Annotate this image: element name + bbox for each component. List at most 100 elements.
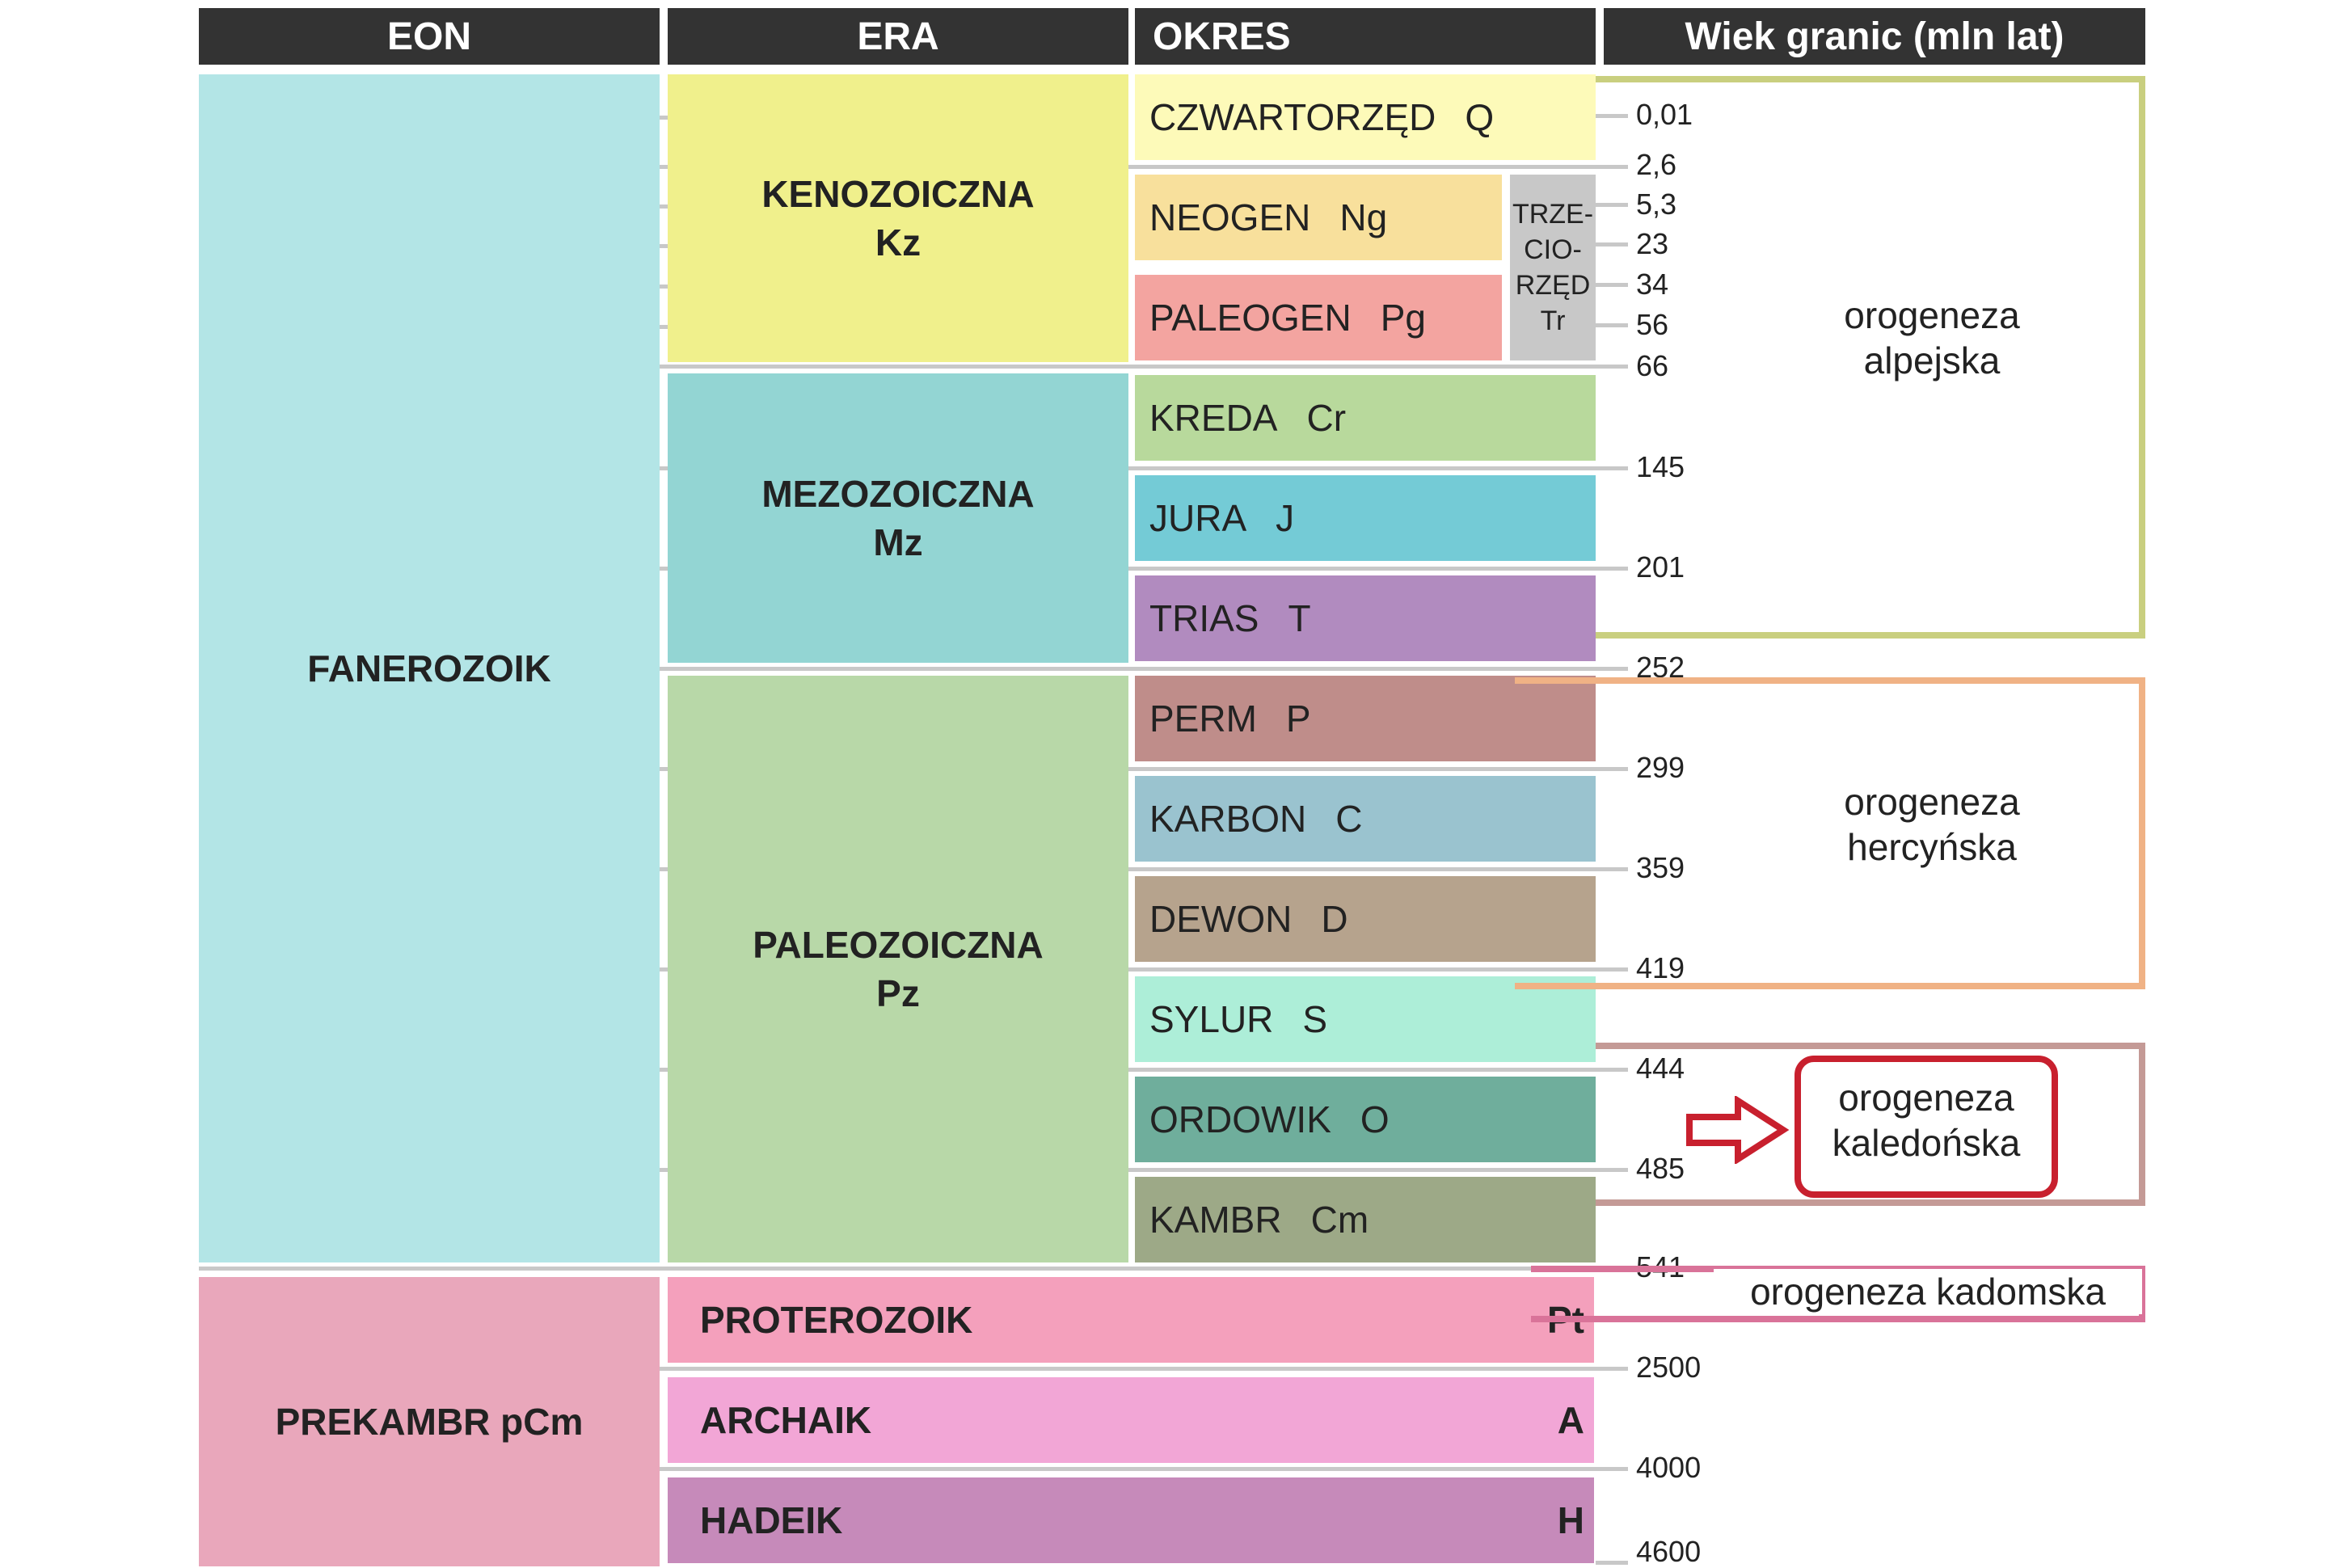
period-neogen-symbol: Ng: [1339, 196, 1388, 238]
era-edge-tick: [660, 204, 668, 209]
boundary-label: 145: [1636, 450, 1685, 483]
boundary-label: 359: [1636, 851, 1685, 884]
boundary-tick: [1596, 203, 1628, 207]
boundary-label: 66: [1636, 349, 1669, 382]
boundary-label: 2500: [1636, 1351, 1702, 1384]
period-paleogen-name: PALEOGEN: [1149, 297, 1352, 339]
boundary-line-mz-pz: [660, 667, 1628, 671]
period-boundary-tick: [1128, 567, 1628, 571]
period-boundary-tick: [1128, 466, 1628, 470]
orogeny-hercynska-line-1: orogeneza: [1844, 781, 2020, 823]
boundary-tick: [1596, 114, 1628, 118]
period-czwartorzed-name: CZWARTORZĘD: [1149, 96, 1436, 138]
boundary-label: 485: [1636, 1152, 1685, 1185]
period-boundary-tick: [1128, 767, 1628, 771]
boundary-line-fanerozoik-prekambr: [199, 1267, 1628, 1271]
orogeny-alpejska-line-2: alpejska: [1863, 339, 2001, 381]
eon-prekambr: PREKAMBR pCm: [199, 1277, 660, 1566]
era-paleozoiczna: PALEOZOICZNA Pz: [668, 676, 1128, 1262]
era-edge-tick: [660, 116, 668, 120]
era-kenozoiczna-symbol: Kz: [875, 221, 922, 263]
era-kenozoiczna: KENOZOICZNA Kz: [668, 74, 1128, 362]
era-kenozoiczna-name: KENOZOICZNA: [761, 173, 1035, 215]
boundary-label: 56: [1636, 308, 1669, 341]
period-boundary-tick: [1128, 867, 1628, 871]
era-edge-tick: [660, 767, 668, 771]
period-kreda: KREDA Cr: [1135, 375, 1596, 461]
period-karbon-symbol: C: [1335, 798, 1363, 840]
boundary-label: 4600: [1636, 1535, 1702, 1568]
period-neogen: NEOGEN Ng: [1135, 175, 1502, 260]
boundary-label: 23: [1636, 227, 1669, 260]
eon-fanerozoik-label: FANEROZOIK: [307, 647, 551, 689]
header-eon: EON: [199, 8, 660, 65]
period-dewon-name: DEWON: [1149, 898, 1293, 940]
eon-prekambr-label: PREKAMBR pCm: [275, 1401, 584, 1443]
boundary-tick: [1596, 1561, 1628, 1565]
tertiary-line-3: RZĘD: [1515, 270, 1591, 301]
boundary-label: 34: [1636, 268, 1669, 301]
orogeny-kaledonska-label: orogeneza kaledońska: [1754, 1075, 2098, 1165]
period-trias-name: TRIAS: [1149, 597, 1259, 639]
period-boundary-tick: [1128, 1068, 1628, 1072]
period-karbon: KARBON C: [1135, 776, 1596, 862]
era-paleozoiczna-name: PALEOZOICZNA: [753, 924, 1044, 966]
period-trias: TRIAS T: [1135, 575, 1596, 661]
period-boundary-tick: [1128, 165, 1628, 169]
period-karbon-name: KARBON: [1149, 798, 1307, 840]
boundary-label: 4000: [1636, 1451, 1702, 1484]
boundary-label: 419: [1636, 951, 1685, 984]
period-ordowik-symbol: O: [1360, 1098, 1390, 1140]
era-mezozoiczna-name: MEZOZOICZNA: [761, 473, 1035, 515]
era-mezozoiczna-symbol: Mz: [873, 521, 923, 563]
eon-fanerozoik: FANEROZOIK: [199, 74, 660, 1262]
boundary-label: 2,6: [1636, 148, 1677, 181]
boundary-label: 5,3: [1636, 188, 1677, 221]
period-kambr-symbol: Cm: [1310, 1199, 1369, 1241]
eon-hadeik-name: HADEIK: [700, 1499, 843, 1541]
period-perm-symbol: P: [1285, 698, 1311, 740]
eon-archaik: ARCHAIK A: [668, 1377, 1594, 1463]
eon-hadeik: HADEIK H: [668, 1477, 1594, 1563]
orogeny-kaledonska-line-1: orogeneza: [1838, 1077, 2014, 1119]
period-jura: JURA J: [1135, 475, 1596, 561]
eon-archaik-name: ARCHAIK: [700, 1399, 872, 1441]
period-czwartorzed-symbol: Q: [1465, 96, 1495, 138]
era-edge-tick: [660, 466, 668, 470]
orogeny-kadomska-label: orogeneza kadomska: [1714, 1269, 2142, 1314]
period-trias-symbol: T: [1288, 597, 1311, 639]
period-kambr-name: KAMBR: [1149, 1199, 1282, 1241]
period-ordowik: ORDOWIK O: [1135, 1077, 1596, 1162]
eon-hadeik-symbol: H: [1557, 1499, 1584, 1541]
period-ordowik-name: ORDOWIK: [1149, 1098, 1331, 1140]
period-perm-name: PERM: [1149, 698, 1257, 740]
era-edge-tick: [660, 567, 668, 571]
orogeny-alpejska-bracket: [1596, 76, 2145, 639]
period-sylur: SYLUR S: [1135, 976, 1596, 1062]
arrow-right-icon: [1686, 1096, 1790, 1164]
header-wiek-granic: Wiek granic (mln lat): [1604, 8, 2145, 65]
orogeny-alpejska-line-1: orogeneza: [1844, 294, 2020, 336]
era-edge-tick: [660, 1168, 668, 1172]
period-sylur-name: SYLUR: [1149, 998, 1274, 1040]
period-sylur-symbol: S: [1302, 998, 1328, 1040]
period-boundary-tick: [1128, 967, 1628, 972]
orogeny-kaledonska-line-2: kaledońska: [1832, 1122, 2021, 1164]
orogeny-hercynska-bracket: [1515, 677, 2145, 989]
tertiary-line-4: Tr: [1540, 306, 1566, 336]
period-czwartorzed: CZWARTORZĘD Q: [1135, 74, 1596, 160]
header-okres: OKRES: [1135, 8, 1596, 65]
period-jura-symbol: J: [1276, 497, 1295, 539]
boundary-label: 444: [1636, 1052, 1685, 1085]
tertiary-box: TRZE- CIO- RZĘD Tr: [1510, 175, 1596, 360]
boundary-tick: [1596, 242, 1628, 247]
tertiary-line-1: TRZE-: [1512, 199, 1594, 230]
boundary-tick: [1596, 323, 1628, 327]
era-paleozoiczna-symbol: Pz: [876, 972, 920, 1014]
era-edge-tick: [660, 867, 668, 871]
orogeny-kaledonska-highlight: [1794, 1056, 2058, 1198]
period-paleogen-symbol: Pg: [1380, 297, 1426, 339]
orogeny-hercynska-label: orogeneza hercyńska: [1762, 779, 2102, 870]
era-edge-tick: [660, 244, 668, 248]
